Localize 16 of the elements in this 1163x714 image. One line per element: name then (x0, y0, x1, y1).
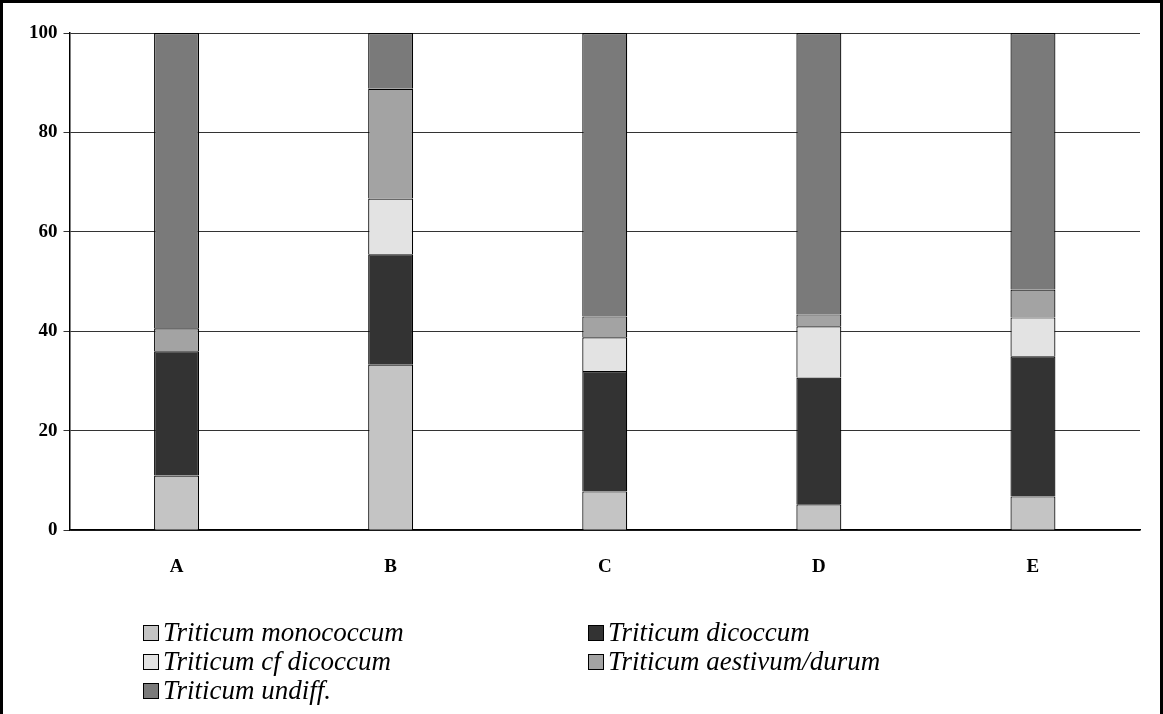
legend-label: Triticum undiff. (163, 675, 332, 705)
y-tick-label: 100 (29, 20, 58, 42)
y-tick-label: 40 (38, 319, 58, 341)
y-tick-label: 20 (38, 418, 58, 440)
y-tick-label: 0 (48, 518, 58, 540)
y-tick-label: 60 (38, 219, 58, 241)
x-tick-label: A (169, 554, 184, 576)
legend-label: Triticum aestivum/durum (608, 646, 881, 676)
y-tick-label: 80 (38, 120, 58, 142)
legend-label: Triticum cf dicoccum (163, 646, 391, 676)
x-tick-label: D (811, 554, 826, 576)
x-tick-label: E (1026, 554, 1040, 576)
x-tick-label: C (597, 554, 612, 576)
legend-label: Triticum monococcum (163, 617, 404, 647)
x-tick-label: B (384, 554, 398, 576)
legend-label: Triticum dicoccum (608, 617, 810, 647)
